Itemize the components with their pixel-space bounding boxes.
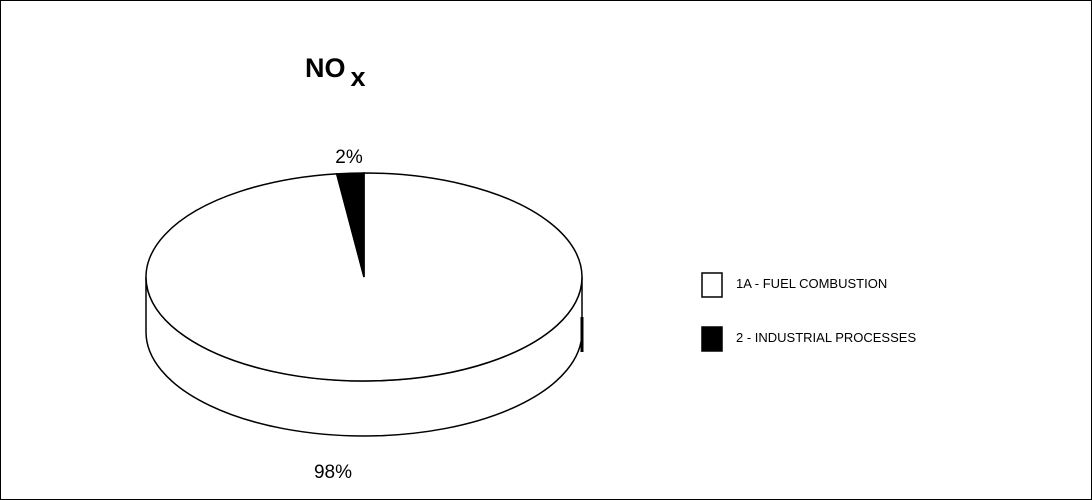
slice-label-fuel-combustion: 98%: [314, 462, 352, 483]
legend-swatch-industrial-processes: [701, 326, 723, 352]
legend-label-industrial-processes: 2 - INDUSTRIAL PROCESSES: [736, 330, 916, 345]
chart-title: NO x: [305, 53, 366, 92]
legend: 1A - FUEL COMBUSTION 2 - INDUSTRIAL PROC…: [701, 272, 916, 352]
chart-title-subscript: x: [351, 62, 366, 92]
slice-label-industrial-processes: 2%: [335, 147, 363, 168]
chart-title-main: NO: [305, 53, 346, 83]
pie-slice-industrial-processes: [335, 172, 365, 278]
pie-body: [145, 172, 584, 437]
legend-label-fuel-combustion: 1A - FUEL COMBUSTION: [736, 276, 887, 291]
legend-swatch-fuel-combustion: [701, 272, 723, 298]
